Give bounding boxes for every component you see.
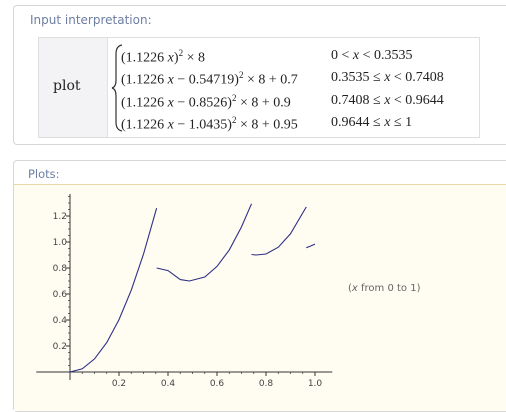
pod-title-divider bbox=[14, 184, 506, 185]
case-expression: (1.1226 x)2 × 8 bbox=[121, 48, 205, 66]
y-tick-label: 0.4 bbox=[53, 316, 68, 326]
curve-segment-4 bbox=[306, 243, 316, 249]
y-tick-label: 1.2 bbox=[53, 212, 67, 222]
y-tick-label: 0.6 bbox=[53, 290, 68, 300]
pod-title: Plots: bbox=[28, 167, 60, 181]
plots-pod: Plots: bbox=[13, 160, 506, 412]
left-brace-icon bbox=[111, 44, 123, 132]
x-tick-label: 0.2 bbox=[112, 379, 126, 389]
interpretation-table: plot (1.1226 x)2 × 8 0 < x < 0.3535 (1.122… bbox=[38, 37, 480, 138]
input-interpretation-pod: Input interpretation: plot (1.1226 x)2 ×… bbox=[13, 5, 506, 145]
curve-segment-2 bbox=[156, 203, 253, 282]
function-cell: plot bbox=[39, 38, 108, 137]
pod-title: Input interpretation: bbox=[30, 13, 152, 27]
case-expression: (1.1226 x − 1.0435)2 × 8 + 0.95 bbox=[121, 115, 298, 133]
x-tick-label: 0.4 bbox=[161, 379, 176, 389]
case-expression: (1.1226 x − 0.54719)2 × 8 + 0.7 bbox=[121, 70, 298, 88]
y-tick-label: 1.0 bbox=[53, 238, 68, 248]
y-tick-label: 0.2 bbox=[53, 342, 67, 352]
x-tick-label: 0.6 bbox=[210, 379, 225, 389]
case-condition: 0.3535 ≤ x < 0.7408 bbox=[331, 70, 444, 85]
plot-range-annotation: (x from 0 to 1) bbox=[348, 283, 421, 294]
x-tick-label: 1.0 bbox=[308, 379, 323, 389]
case-expression: (1.1226 x − 0.8526)2 × 8 + 0.9 bbox=[121, 93, 291, 111]
y-tick-label: 0.8 bbox=[53, 264, 68, 274]
x-tick-label: 0.8 bbox=[259, 379, 274, 389]
curve-segment-3 bbox=[251, 206, 307, 256]
case-condition: 0.9644 ≤ x ≤ 1 bbox=[331, 115, 413, 130]
curve-segment-1 bbox=[69, 208, 158, 373]
case-condition: 0 < x < 0.3535 bbox=[331, 48, 413, 63]
case-condition: 0.7408 ≤ x < 0.9644 bbox=[331, 93, 444, 108]
function-label: plot bbox=[53, 78, 81, 94]
plot-area bbox=[14, 185, 506, 411]
